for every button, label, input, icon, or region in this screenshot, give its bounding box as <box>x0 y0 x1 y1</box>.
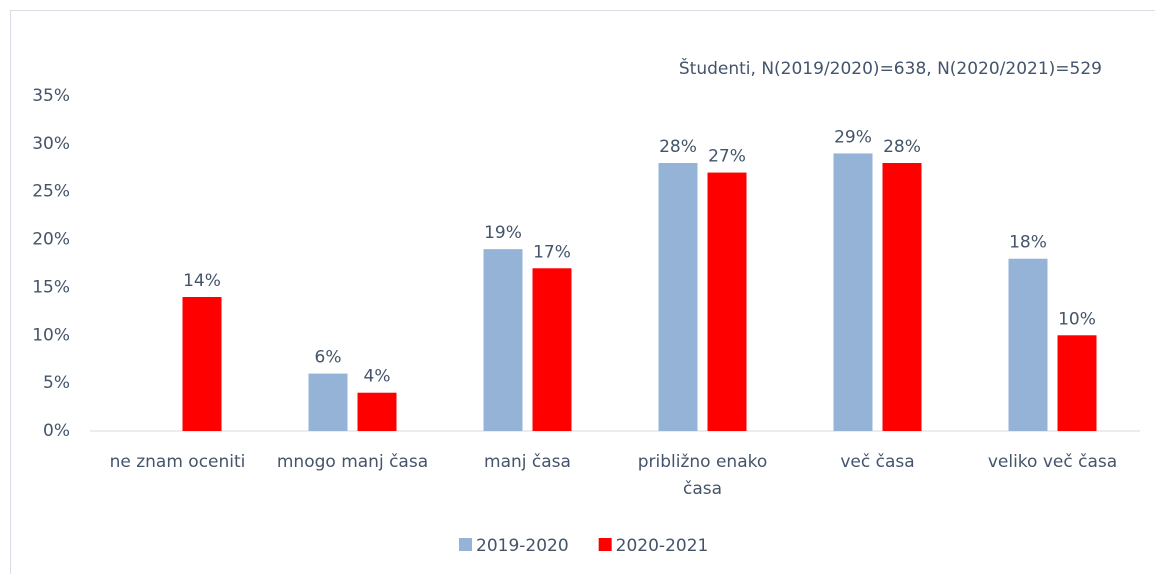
data-label: 29% <box>834 127 872 147</box>
y-tick-label: 35% <box>32 86 70 106</box>
legend-swatch <box>459 538 472 551</box>
data-label: 10% <box>1058 309 1096 329</box>
bar <box>182 297 222 431</box>
data-label: 4% <box>364 367 391 387</box>
y-tick-label: 0% <box>43 421 70 441</box>
data-label: 28% <box>883 137 921 157</box>
y-tick-label: 5% <box>43 373 70 393</box>
bar <box>658 163 698 431</box>
legend-swatch <box>598 538 612 551</box>
y-tick-label: 30% <box>32 134 70 154</box>
data-label: 18% <box>1009 233 1047 253</box>
data-label: 6% <box>315 348 342 368</box>
y-tick-label: 20% <box>32 230 70 250</box>
y-tick-label: 25% <box>32 182 70 202</box>
data-label: 27% <box>708 147 746 167</box>
bar <box>483 249 523 431</box>
bar <box>833 153 873 431</box>
x-tick-label: ne znam oceniti <box>109 452 246 472</box>
data-label: 19% <box>484 223 522 243</box>
legend-label: 2020-2021 <box>616 536 709 556</box>
bar <box>357 392 397 431</box>
bar <box>707 172 747 432</box>
y-tick-label: 15% <box>32 277 70 297</box>
x-tick-label: veliko več časa <box>987 452 1118 472</box>
data-label: 17% <box>533 242 571 262</box>
x-tick-label: manj časa <box>484 452 571 472</box>
x-tick-label: mnogo manj časa <box>276 452 429 472</box>
legend-label: 2019-2020 <box>476 536 569 556</box>
bar <box>1008 258 1048 431</box>
x-tick-label: več časa <box>840 452 915 472</box>
data-label: 14% <box>183 271 221 291</box>
y-tick-label: 10% <box>32 325 70 345</box>
chart-border <box>10 10 1155 574</box>
bar <box>882 163 922 431</box>
x-tick-label: približno enako časa <box>637 452 768 499</box>
data-label: 28% <box>659 137 697 157</box>
bar <box>532 268 572 431</box>
chart-subtitle: Študenti, N(2019/2020)=638, N(2020/2021)… <box>679 57 1102 79</box>
bar <box>308 373 348 431</box>
bar <box>1057 335 1097 431</box>
